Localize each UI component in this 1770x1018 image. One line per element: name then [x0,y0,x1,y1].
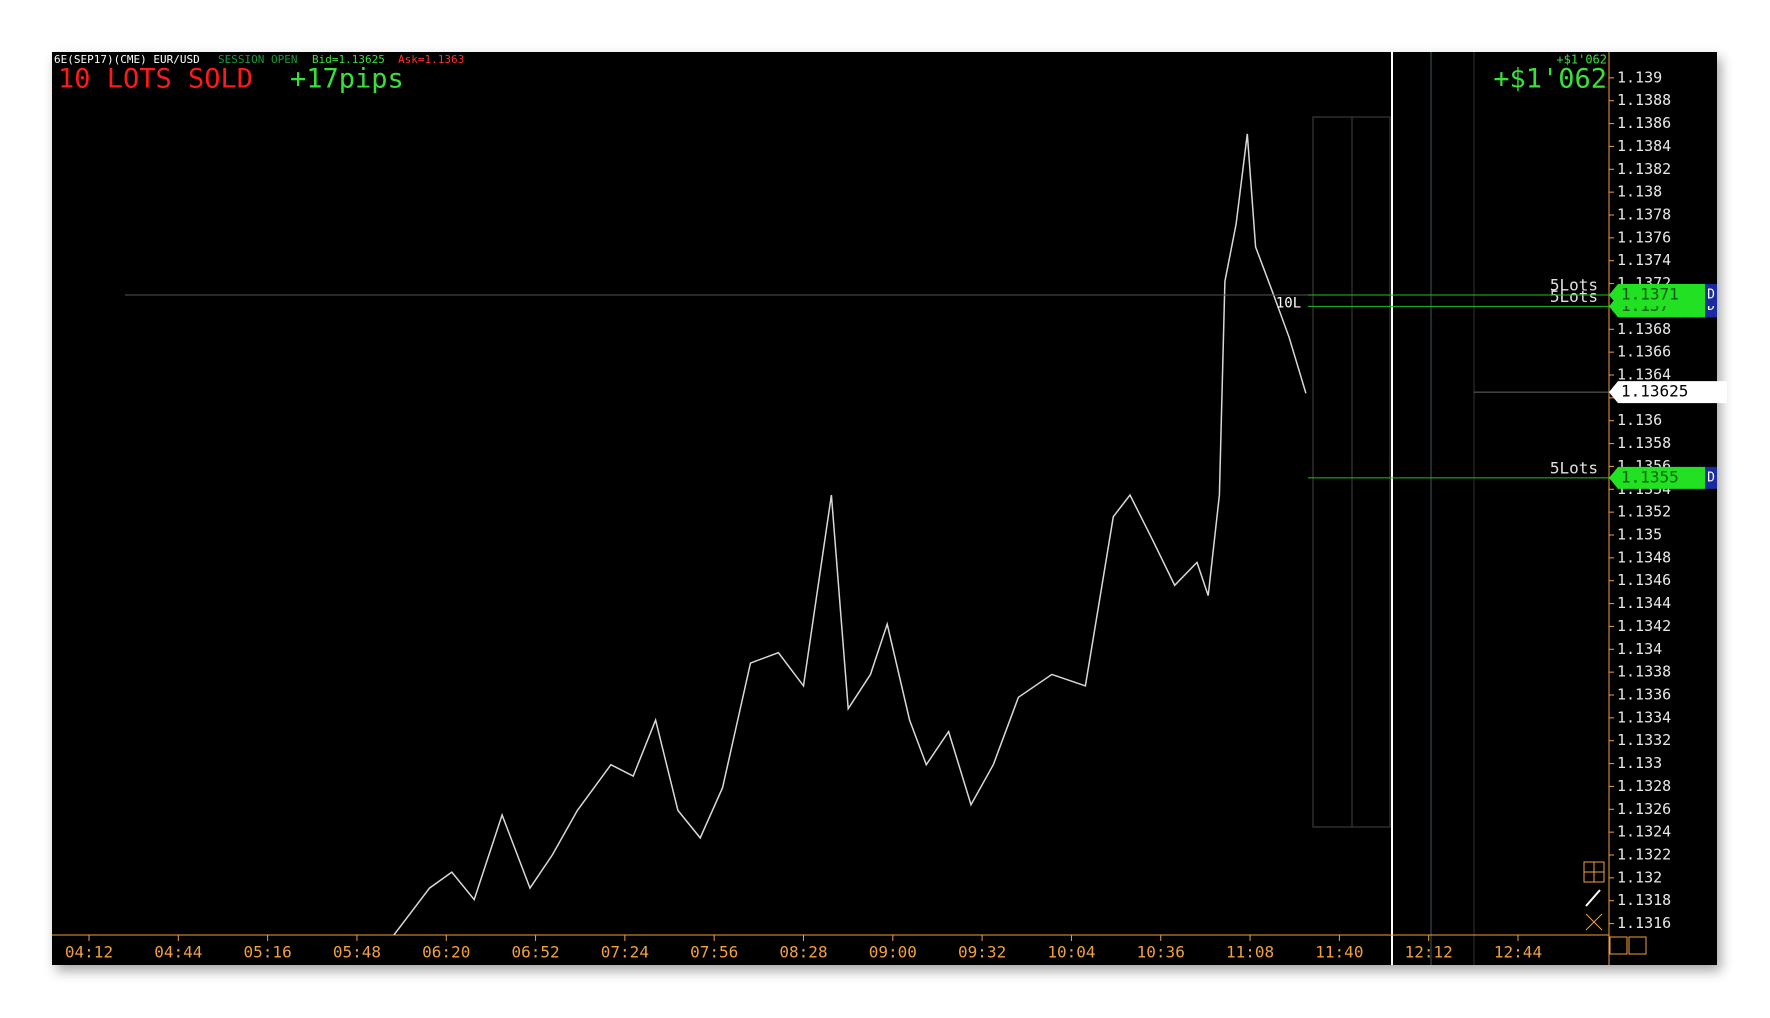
y-tick-label: 1.1364 [1617,366,1671,384]
ask: Ask=1.1363 [398,53,464,66]
x-tick-label: 06:20 [422,943,470,962]
y-tick-label: 1.1324 [1617,823,1671,841]
y-tick-label: 1.1336 [1617,686,1671,704]
x-tick-label: 11:40 [1315,943,1363,962]
x-tick-label: 08:28 [779,943,827,962]
pips: +17pips [290,64,404,95]
order-price-box [1609,466,1705,489]
scroll-left[interactable] [1609,936,1628,955]
draw-icon[interactable] [1585,889,1601,907]
last-price-box [1609,381,1727,404]
y-tick-label: 1.1346 [1617,571,1671,589]
y-tick-label: 1.1366 [1617,343,1671,361]
y-tick-label: 1.136 [1617,411,1662,429]
y-tick-label: 1.1348 [1617,548,1671,566]
y-tick-label: 1.1322 [1617,846,1671,864]
y-tick-label: 1.1382 [1617,160,1671,178]
y-tick-label: 1.138 [1617,183,1662,201]
last-price-label: 1.13625 [1621,382,1688,401]
y-tick-label: 1.132 [1617,868,1662,886]
y-tick-label: 1.1376 [1617,228,1671,246]
y-tick-label: 1.139 [1617,68,1662,86]
y-tick-label: 1.1332 [1617,731,1671,749]
x-tick-label: 12:12 [1405,943,1453,962]
y-tick-label: 1.1326 [1617,800,1671,818]
x-tick-label: 09:32 [958,943,1006,962]
x-tick-label: 10:36 [1137,943,1185,962]
x-tick-label: 04:12 [65,943,113,962]
order-flag: D [1707,470,1715,485]
y-tick-label: 1.134 [1617,640,1662,658]
y-tick-label: 1.1342 [1617,617,1671,635]
y-tick-label: 1.1352 [1617,503,1671,521]
order-price-label: 1.1371 [1621,285,1679,304]
order-price-label: 1.1355 [1621,467,1679,486]
order-flag: D [1707,299,1715,314]
y-tick-label: 1.1316 [1617,914,1671,932]
order-flag-box [1705,466,1717,489]
annotation: 10L [1276,295,1301,311]
x-tick-label: 07:24 [601,943,649,962]
pnl: +$1'062 [1493,64,1607,95]
order-quantity: 5Lots [1550,276,1598,295]
y-tick-label: 1.1384 [1617,137,1671,155]
x-tick-label: 06:52 [511,943,559,962]
price-line [392,133,1307,935]
instrument: 6E(SEP17)(CME) EUR/USD [54,53,200,66]
alert: 10 LOTS SOLD [58,64,253,95]
y-tick-label: 1.1374 [1617,251,1671,269]
y-tick-label: 1.1318 [1617,891,1671,909]
expand-icon[interactable] [1585,913,1603,931]
x-tick-label: 05:16 [244,943,292,962]
y-tick-label: 1.133 [1617,754,1662,772]
chart-background [52,52,1717,965]
y-tick-label: 1.1338 [1617,663,1671,681]
y-tick-label: 1.135 [1617,526,1662,544]
x-tick-label: 11:08 [1226,943,1274,962]
y-tick-label: 1.1388 [1617,91,1671,109]
scroll-right[interactable] [1628,936,1647,955]
tool-icons [1583,861,1647,955]
order-price-box [1609,284,1705,306]
session-status: SESSION OPEN [218,53,297,66]
y-tick-label: 1.1358 [1617,434,1671,452]
x-tick-label: 04:44 [154,943,202,962]
y-tick-label: 1.1328 [1617,777,1671,795]
order-flag-box [1705,284,1717,306]
y-tick-label: 1.1344 [1617,594,1671,612]
order-quantity: 5Lots [1550,287,1598,306]
plot [392,133,1307,935]
x-tick-label: 07:56 [690,943,738,962]
y-tick-label: 1.1368 [1617,320,1671,338]
order-quantity: 5Lots [1550,458,1598,477]
x-tick-label: 10:04 [1047,943,1095,962]
x-tick-label: 05:48 [333,943,381,962]
y-tick-label: 1.1334 [1617,708,1671,726]
order-flag: D [1707,288,1715,303]
pnl-small: +$1'062 [1556,53,1607,67]
x-tick-label: 12:44 [1494,943,1542,962]
bid: Bid=1.13625 [312,53,385,66]
x-tick-label: 09:00 [869,943,917,962]
y-tick-label: 1.1378 [1617,206,1671,224]
y-tick-label: 1.1386 [1617,114,1671,132]
